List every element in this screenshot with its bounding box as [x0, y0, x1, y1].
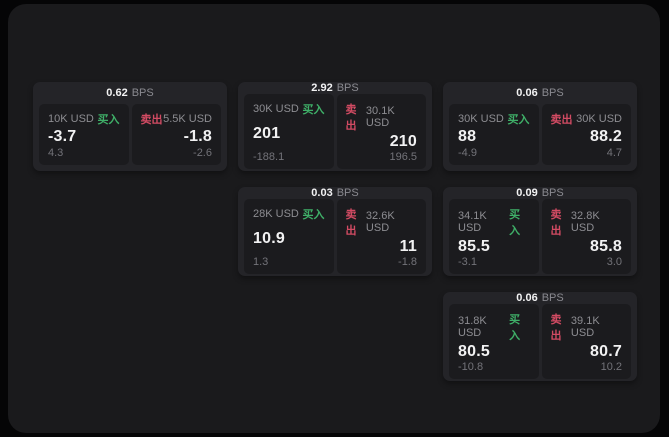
- sell-sub-value: 3.0: [606, 255, 622, 268]
- quote-panels: 28K USD 买入 10.9 1.3 卖出 32.6K USD 11 -1.8: [244, 199, 426, 274]
- bps-value: 0.06: [516, 87, 538, 99]
- buy-panel[interactable]: 28K USD 买入 10.9 1.3: [244, 199, 334, 274]
- quote-panels: 34.1K USD 买入 85.5 -3.1 卖出 32.8K USD 85.8…: [449, 199, 631, 274]
- quote-card: 0.03 BPS 28K USD 买入 10.9 1.3 卖出 32.6K US…: [238, 187, 432, 276]
- sell-sub-value: 4.7: [606, 147, 622, 159]
- sell-price: 88.2: [590, 128, 622, 146]
- buy-side-label: 买入: [509, 314, 521, 342]
- buy-panel[interactable]: 34.1K USD 买入 85.5 -3.1: [449, 199, 539, 274]
- sell-price: 85.8: [590, 238, 622, 255]
- buy-side-label: 买入: [509, 209, 521, 237]
- sell-side-label: 卖出: [345, 104, 357, 132]
- buy-sub-value: -3.1: [458, 255, 477, 268]
- buy-amount: 31.8K USD: [458, 315, 487, 339]
- sell-sub-value: 196.5: [389, 150, 417, 163]
- sell-sub-value: -2.6: [193, 147, 212, 159]
- buy-amount: 30K USD: [253, 103, 299, 115]
- buy-price: -3.7: [48, 128, 77, 146]
- buy-panel[interactable]: 10K USD 买入 -3.7 4.3: [39, 104, 129, 165]
- buy-panel[interactable]: 31.8K USD 买入 80.5 -10.8: [449, 304, 539, 379]
- bps-value: 0.06: [516, 292, 538, 304]
- buy-side-label: 买入: [302, 209, 325, 221]
- quote-panels: 30K USD 买入 201 -188.1 卖出 30.1K USD 210 1…: [244, 94, 426, 169]
- buy-side-label: 买入: [507, 114, 530, 126]
- buy-amount: 10K USD: [48, 113, 94, 125]
- sell-panel[interactable]: 卖出 32.8K USD 85.8 3.0: [541, 199, 631, 274]
- sell-sub-value: -1.8: [398, 255, 417, 268]
- buy-sub-value: -10.8: [458, 360, 484, 373]
- buy-panel[interactable]: 30K USD 买入 88 -4.9: [449, 104, 539, 165]
- sell-amount: 30.1K USD: [365, 105, 395, 129]
- bps-value: 0.09: [516, 187, 538, 199]
- buy-amount: 28K USD: [253, 208, 299, 220]
- buy-price: 85.5: [458, 238, 490, 255]
- sell-amount: 5.5K USD: [163, 113, 212, 125]
- bps-value: 2.92: [311, 82, 333, 94]
- bps-header: 0.09 BPS: [449, 187, 631, 199]
- sell-panel[interactable]: 卖出 32.6K USD 11 -1.8: [336, 199, 426, 274]
- buy-price: 201: [253, 125, 281, 142]
- sell-amount: 39.1K USD: [570, 315, 600, 339]
- bps-header: 0.03 BPS: [244, 187, 426, 199]
- bps-unit: BPS: [541, 187, 564, 199]
- sell-price: 210: [389, 133, 417, 150]
- sell-price: -1.8: [183, 128, 212, 146]
- sell-sub-value: 10.2: [600, 360, 622, 373]
- quote-card: 0.06 BPS 31.8K USD 买入 80.5 -10.8 卖出 39.1…: [443, 292, 637, 381]
- sell-panel[interactable]: 卖出 30K USD 88.2 4.7: [541, 104, 631, 165]
- bps-unit: BPS: [336, 187, 359, 199]
- bps-header: 0.62 BPS: [39, 82, 221, 104]
- buy-amount: 30K USD: [458, 113, 504, 125]
- sell-side-label: 卖出: [550, 114, 573, 126]
- quote-panels: 31.8K USD 买入 80.5 -10.8 卖出 39.1K USD 80.…: [449, 304, 631, 379]
- quote-card: 0.62 BPS 10K USD 买入 -3.7 4.3 卖出 5.5K USD: [33, 82, 227, 171]
- buy-sub-value: 1.3: [253, 255, 269, 268]
- buy-side-label: 买入: [302, 104, 325, 116]
- sell-amount: 32.6K USD: [365, 210, 395, 234]
- bps-unit: BPS: [541, 292, 564, 304]
- bps-header: 0.06 BPS: [449, 82, 631, 104]
- quote-card: 2.92 BPS 30K USD 买入 201 -188.1 卖出 30.1K …: [238, 82, 432, 171]
- sell-side-label: 卖出: [140, 114, 163, 126]
- bps-value: 0.03: [311, 187, 333, 199]
- quote-card: 0.06 BPS 30K USD 买入 88 -4.9 卖出 30K USD: [443, 82, 637, 171]
- buy-panel[interactable]: 30K USD 买入 201 -188.1: [244, 94, 334, 169]
- sell-price: 11: [399, 238, 417, 255]
- sell-panel[interactable]: 卖出 5.5K USD -1.8 -2.6: [131, 104, 221, 165]
- quotes-grid: 0.62 BPS 10K USD 买入 -3.7 4.3 卖出 5.5K USD: [33, 82, 637, 381]
- quote-card: 0.09 BPS 34.1K USD 买入 85.5 -3.1 卖出 32.8K…: [443, 187, 637, 276]
- buy-sub-value: 4.3: [48, 147, 64, 159]
- buy-price: 10.9: [253, 230, 285, 247]
- bps-unit: BPS: [541, 87, 564, 99]
- buy-amount: 34.1K USD: [458, 210, 487, 234]
- sell-side-label: 卖出: [550, 314, 562, 342]
- buy-sub-value: -188.1: [253, 150, 285, 163]
- quotes-panel: 0.62 BPS 10K USD 买入 -3.7 4.3 卖出 5.5K USD: [8, 4, 660, 433]
- sell-price: 80.7: [590, 343, 622, 360]
- sell-amount: 32.8K USD: [570, 210, 600, 234]
- bps-value: 0.62: [106, 87, 128, 99]
- buy-price: 80.5: [458, 343, 490, 360]
- sell-side-label: 卖出: [550, 209, 562, 237]
- quote-panels: 10K USD 买入 -3.7 4.3 卖出 5.5K USD -1.8 -2.…: [39, 104, 221, 165]
- sell-panel[interactable]: 卖出 30.1K USD 210 196.5: [336, 94, 426, 169]
- bps-header: 2.92 BPS: [244, 82, 426, 94]
- buy-price: 88: [458, 128, 477, 146]
- buy-sub-value: -4.9: [458, 147, 477, 159]
- sell-side-label: 卖出: [345, 209, 357, 237]
- buy-side-label: 买入: [97, 114, 120, 126]
- bps-header: 0.06 BPS: [449, 292, 631, 304]
- quote-panels: 30K USD 买入 88 -4.9 卖出 30K USD 88.2 4.7: [449, 104, 631, 165]
- sell-panel[interactable]: 卖出 39.1K USD 80.7 10.2: [541, 304, 631, 379]
- bps-unit: BPS: [336, 82, 359, 94]
- sell-amount: 30K USD: [576, 113, 622, 125]
- bps-unit: BPS: [131, 87, 154, 99]
